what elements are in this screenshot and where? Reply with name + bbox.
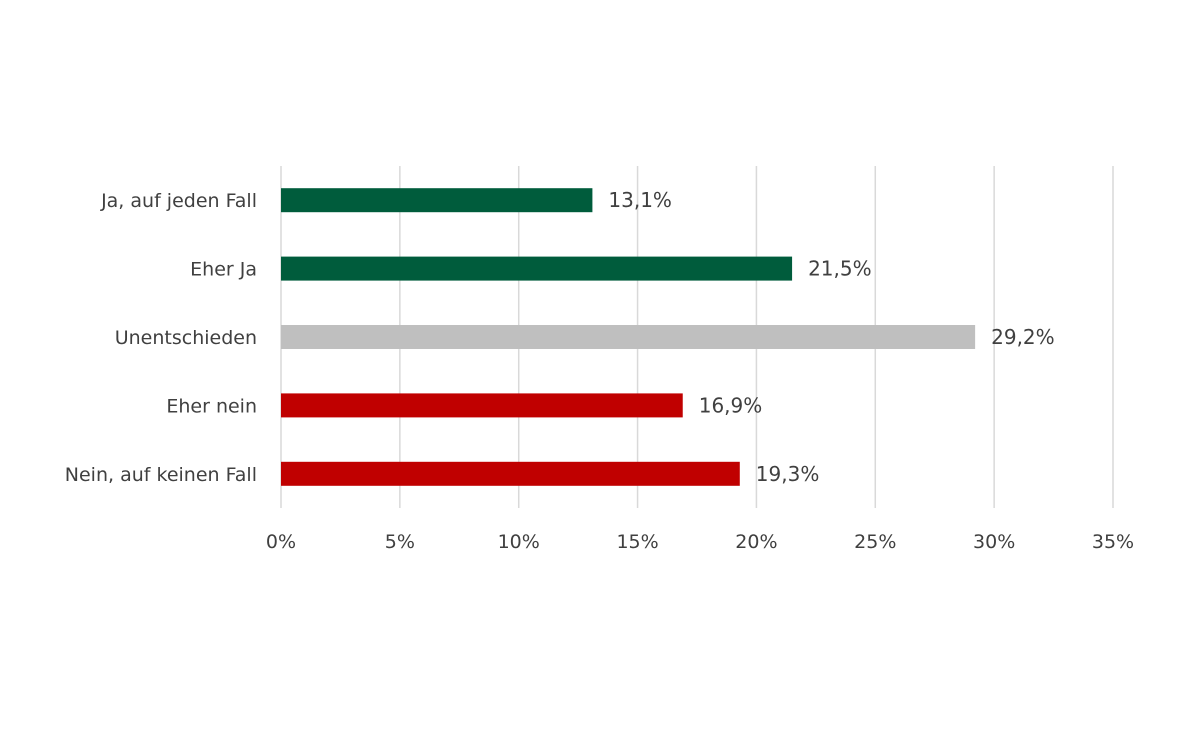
category-label-2: Unentschieden: [115, 327, 257, 349]
x-tick-label-20: 20%: [735, 531, 777, 553]
data-label-1: 21,5%: [808, 257, 872, 281]
x-tick-label-30: 30%: [973, 531, 1015, 553]
x-tick-label-15: 15%: [616, 531, 658, 553]
data-label-0: 13,1%: [608, 188, 672, 212]
x-axis-tick-labels: 0% 5% 10% 15% 20% 25% 30% 35%: [266, 531, 1134, 553]
bars: [281, 188, 976, 486]
data-label-3: 16,9%: [699, 393, 763, 417]
x-tick-label-25: 25%: [854, 531, 896, 553]
x-tick-label-10: 10%: [498, 531, 540, 553]
category-label-3: Eher nein: [166, 395, 257, 417]
bar-0: [281, 188, 593, 213]
data-label-2: 29,2%: [991, 325, 1055, 349]
category-labels: Ja, auf jeden Fall Eher Ja Unentschieden Eh…: [65, 190, 257, 486]
bar-4: [281, 461, 740, 486]
category-label-0: Ja, auf jeden Fall: [100, 190, 257, 212]
bar-3: [281, 393, 683, 418]
bar-2: [281, 325, 976, 349]
bar-1: [281, 256, 793, 281]
x-tick-label-35: 35%: [1092, 531, 1134, 553]
data-label-4: 19,3%: [756, 462, 820, 486]
category-label-1: Eher Ja: [190, 259, 257, 281]
data-labels: 13,1% 21,5% 29,2% 16,9% 19,3%: [608, 188, 1054, 486]
category-label-4: Nein, auf keinen Fall: [65, 464, 257, 486]
x-tick-label-5: 5%: [385, 531, 415, 553]
x-tick-label-0: 0%: [266, 531, 296, 553]
